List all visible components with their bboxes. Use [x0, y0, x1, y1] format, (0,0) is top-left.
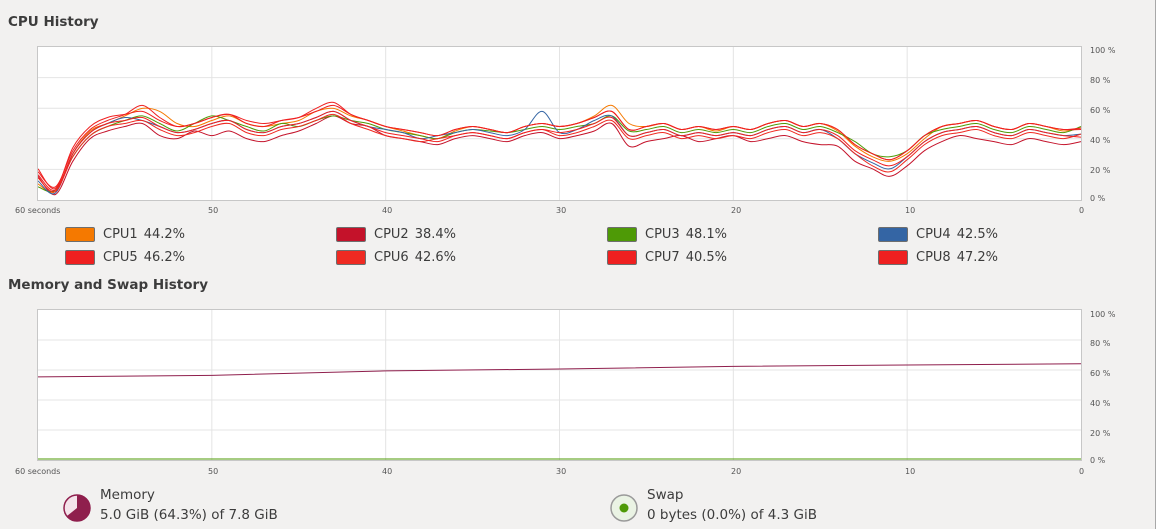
- cpu-y-tick-60: 60 %: [1090, 106, 1111, 115]
- mem-x-tick-10: 10: [905, 467, 916, 476]
- cpu-history-graph: [37, 46, 1082, 201]
- legend-memory: Memory 5.0 GiB (64.3%) of 7.8 GiB: [62, 487, 362, 529]
- cpu3-value: 48.1%: [685, 226, 728, 242]
- mem-x-tick-20: 20: [731, 467, 742, 476]
- mem-y-tick-80: 80 %: [1090, 339, 1111, 348]
- legend-cpu3: CPU3 48.1%: [607, 225, 727, 243]
- cpu5-color-swatch[interactable]: [65, 249, 95, 265]
- mem-x-tick-40: 40: [382, 467, 393, 476]
- legend-swap: Swap 0 bytes (0.0%) of 4.3 GiB: [609, 487, 909, 529]
- cpu-x-tick-20: 20: [731, 206, 742, 215]
- legend-cpu4: CPU4 42.5%: [878, 225, 998, 243]
- mem-x-tick-30: 30: [556, 467, 567, 476]
- cpu2-label: CPU2: [374, 226, 409, 242]
- mem-x-tick-60: 60 seconds: [15, 467, 61, 476]
- cpu-x-tick-30: 30: [556, 206, 567, 215]
- series-line-cpu8: [38, 104, 1082, 190]
- legend-cpu7: CPU7 40.5%: [607, 248, 727, 266]
- cpu4-label: CPU4: [916, 226, 951, 242]
- cpu2-value: 38.4%: [414, 226, 457, 242]
- cpu4-value: 42.5%: [956, 226, 999, 242]
- cpu7-label: CPU7: [645, 249, 680, 265]
- cpu8-color-swatch[interactable]: [878, 249, 908, 265]
- legend-cpu5: CPU5 46.2%: [65, 248, 185, 266]
- swap-pie-icon[interactable]: [609, 493, 639, 523]
- cpu1-value: 44.2%: [143, 226, 186, 242]
- mem-y-tick-40: 40 %: [1090, 399, 1111, 408]
- swap-label: Swap: [647, 487, 684, 503]
- cpu5-value: 46.2%: [143, 249, 186, 265]
- memory-history-svg: [38, 310, 1082, 460]
- memory-history-graph: [37, 309, 1082, 461]
- legend-cpu1: CPU1 44.2%: [65, 225, 185, 243]
- cpu6-color-swatch[interactable]: [336, 249, 366, 265]
- cpu3-color-swatch[interactable]: [607, 226, 637, 242]
- memory-label: Memory: [100, 487, 155, 503]
- cpu1-label: CPU1: [103, 226, 138, 242]
- cpu-y-tick-0: 0 %: [1090, 194, 1106, 203]
- series-line-memory: [38, 363, 1082, 378]
- cpu6-label: CPU6: [374, 249, 409, 265]
- mem-y-tick-60: 60 %: [1090, 369, 1111, 378]
- series-line-cpu7: [38, 110, 1082, 191]
- memory-history-title: Memory and Swap History: [8, 277, 208, 293]
- series-line-cpu6: [38, 113, 1082, 193]
- cpu5-label: CPU5: [103, 249, 138, 265]
- cpu-x-tick-0: 0: [1079, 206, 1085, 215]
- mem-x-tick-0: 0: [1079, 467, 1085, 476]
- cpu3-label: CPU3: [645, 226, 680, 242]
- series-line-cpu2: [38, 115, 1082, 196]
- cpu-history-svg: [38, 47, 1082, 200]
- cpu-x-tick-10: 10: [905, 206, 916, 215]
- cpu6-value: 42.6%: [414, 249, 457, 265]
- legend-cpu2: CPU2 38.4%: [336, 225, 456, 243]
- cpu-history-title: CPU History: [8, 14, 99, 30]
- cpu-x-tick-40: 40: [382, 206, 393, 215]
- mem-y-tick-0: 0 %: [1090, 456, 1106, 465]
- mem-y-tick-100: 100 %: [1090, 310, 1116, 319]
- cpu7-color-swatch[interactable]: [607, 249, 637, 265]
- cpu8-value: 47.2%: [956, 249, 999, 265]
- cpu-x-tick-60: 60 seconds: [15, 206, 61, 215]
- cpu-y-tick-40: 40 %: [1090, 136, 1111, 145]
- memory-pie-icon[interactable]: [62, 493, 92, 523]
- swap-detail: 0 bytes (0.0%) of 4.3 GiB: [647, 507, 818, 523]
- cpu-y-tick-100: 100 %: [1090, 46, 1116, 55]
- legend-cpu6: CPU6 42.6%: [336, 248, 456, 266]
- cpu-x-tick-50: 50: [208, 206, 219, 215]
- cpu1-color-swatch[interactable]: [65, 226, 95, 242]
- mem-x-tick-50: 50: [208, 467, 219, 476]
- cpu8-label: CPU8: [916, 249, 951, 265]
- cpu-y-tick-20: 20 %: [1090, 166, 1111, 175]
- cpu2-color-swatch[interactable]: [336, 226, 366, 242]
- mem-y-tick-20: 20 %: [1090, 429, 1111, 438]
- memory-detail: 5.0 GiB (64.3%) of 7.8 GiB: [100, 507, 278, 523]
- cpu7-value: 40.5%: [685, 249, 728, 265]
- cpu4-color-swatch[interactable]: [878, 226, 908, 242]
- legend-cpu8: CPU8 47.2%: [878, 248, 998, 266]
- cpu-y-tick-80: 80 %: [1090, 76, 1111, 85]
